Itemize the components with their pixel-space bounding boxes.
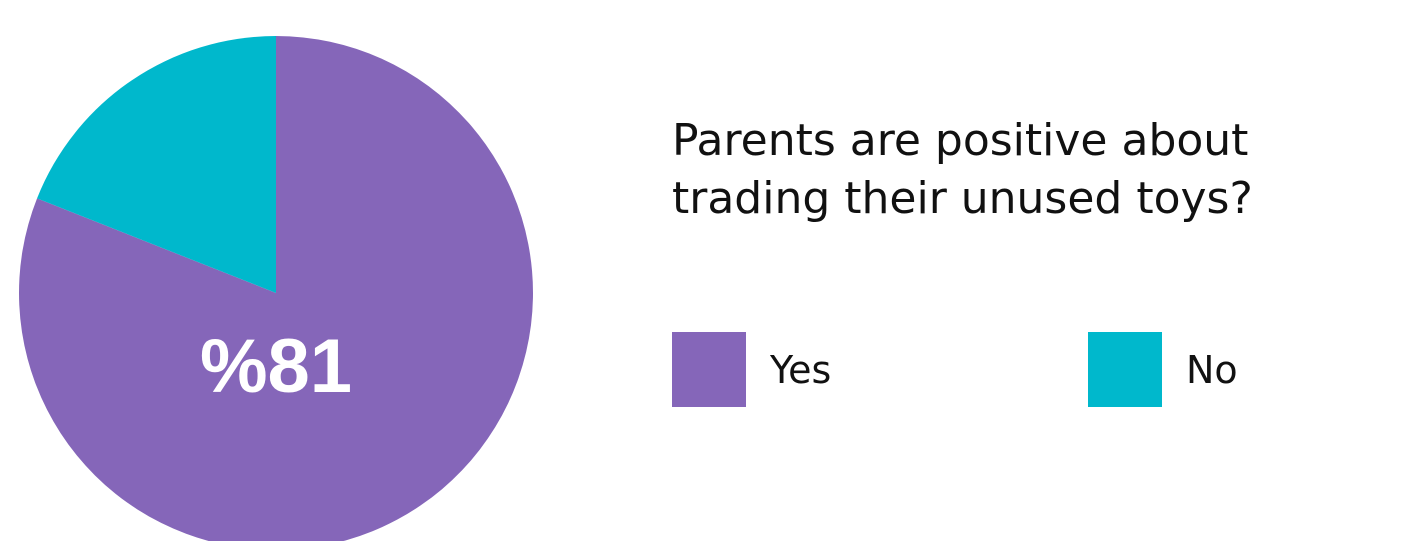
legend-label-no: No bbox=[1186, 347, 1238, 392]
chart-title-line-1: Parents are positive about bbox=[672, 115, 1249, 166]
legend-swatch-no bbox=[1088, 332, 1162, 407]
legend-swatch-yes bbox=[672, 332, 746, 407]
data-label-yes: %81 bbox=[200, 324, 352, 409]
legend-item-no: No bbox=[1088, 332, 1238, 407]
chart-title: Parents are positive about trading their… bbox=[672, 112, 1253, 228]
chart-title-line-2: trading their unused toys? bbox=[672, 173, 1253, 224]
pie-slice-no bbox=[37, 36, 277, 293]
pie-chart: %81 bbox=[19, 36, 533, 541]
pie-slice-yes bbox=[19, 36, 533, 541]
legend-item-yes: Yes bbox=[672, 332, 831, 407]
legend-label-yes: Yes bbox=[770, 347, 832, 392]
legend: Yes No bbox=[672, 332, 1372, 407]
